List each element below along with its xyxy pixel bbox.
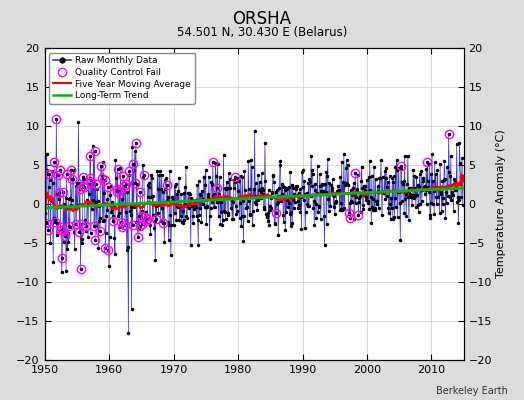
Text: Berkeley Earth: Berkeley Earth — [436, 386, 508, 396]
Text: ORSHA: ORSHA — [233, 10, 291, 28]
Text: 54.501 N, 30.430 E (Belarus): 54.501 N, 30.430 E (Belarus) — [177, 26, 347, 39]
Y-axis label: Temperature Anomaly (°C): Temperature Anomaly (°C) — [496, 130, 506, 278]
Legend: Raw Monthly Data, Quality Control Fail, Five Year Moving Average, Long-Term Tren: Raw Monthly Data, Quality Control Fail, … — [49, 52, 194, 104]
